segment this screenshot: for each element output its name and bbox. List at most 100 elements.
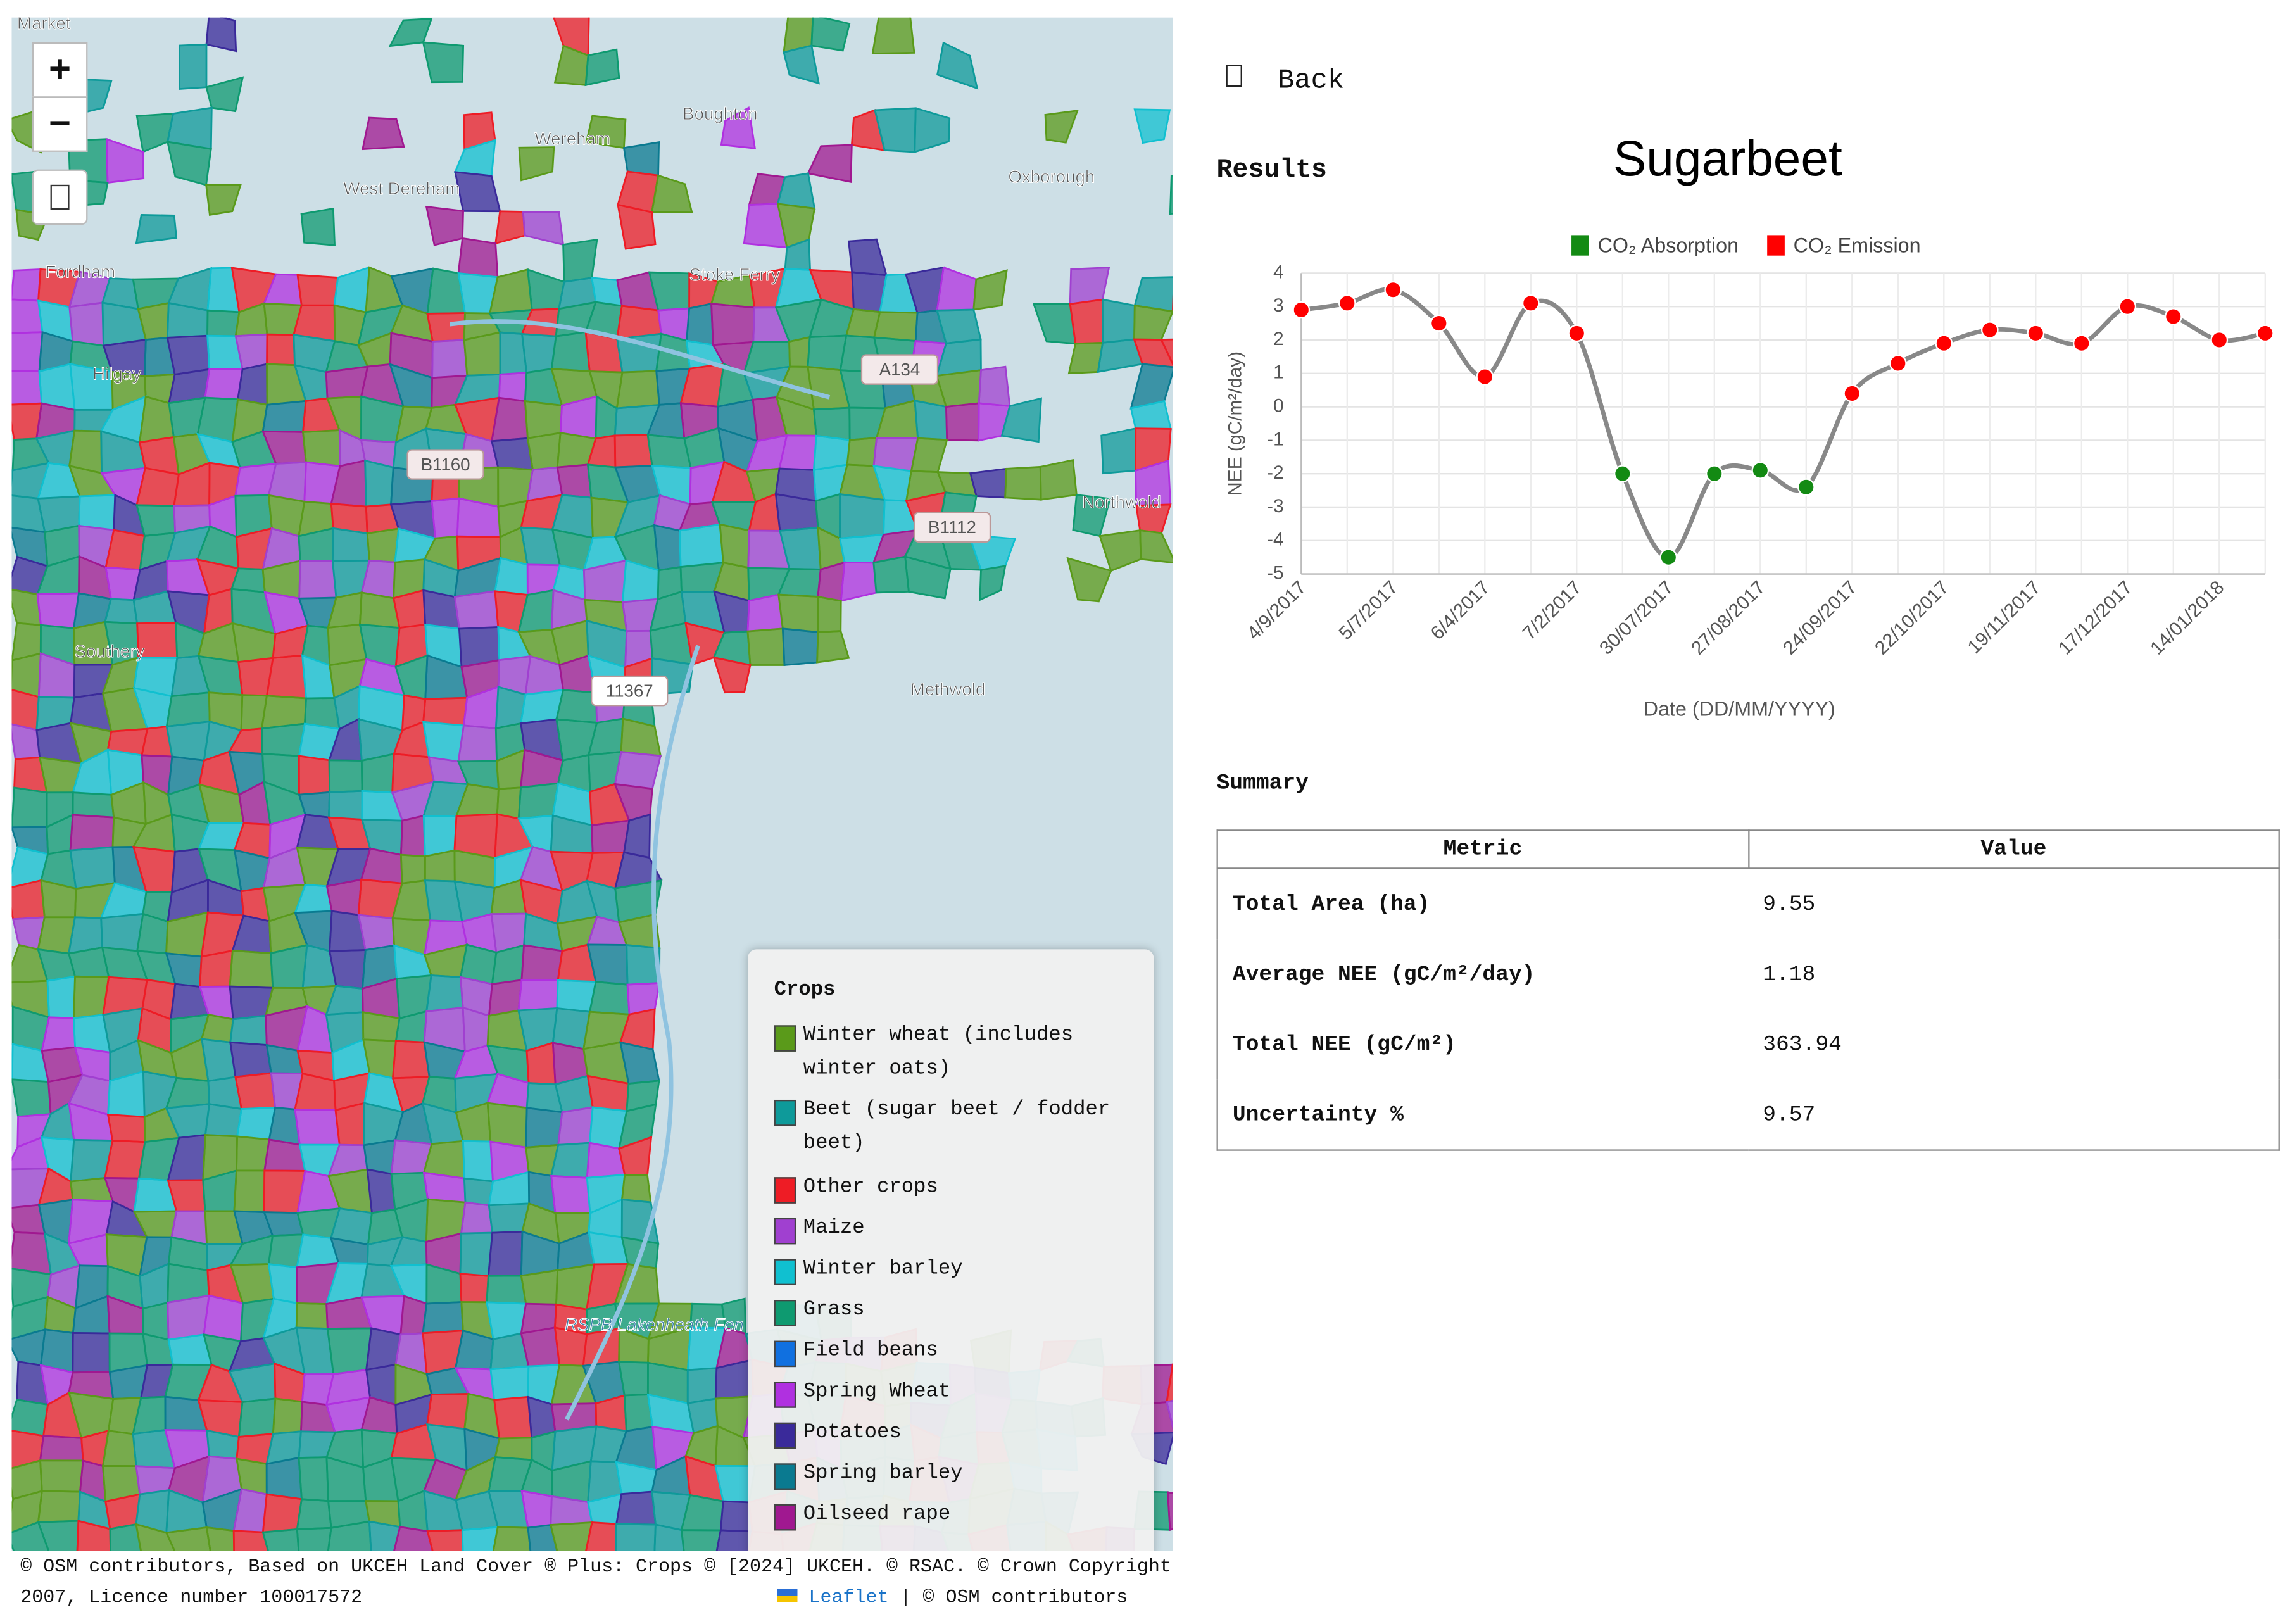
- field: [426, 312, 466, 343]
- field: [101, 1430, 137, 1467]
- field: [463, 1177, 494, 1207]
- field: [550, 1142, 591, 1179]
- nee-point: [2164, 308, 2182, 325]
- place-label: Wereham: [535, 129, 610, 148]
- nee-point: [1521, 294, 1540, 312]
- field: [486, 1275, 527, 1305]
- field: [720, 106, 757, 149]
- place-label: Boughton: [683, 104, 757, 123]
- field: [562, 238, 598, 283]
- field: [1044, 109, 1079, 144]
- legend-item: Maize: [774, 1212, 1140, 1246]
- field: [1066, 557, 1112, 603]
- y-tick-label: 0: [1273, 395, 1284, 416]
- chart: Sugarbeet -5 -4 -3 -2 -1 0 1 2 3 4 4/9/2017 5/7/201…: [1225, 130, 2274, 720]
- field: [1166, 1490, 1173, 1532]
- legend-label: Winter wheat (includes winter oats): [803, 1024, 1074, 1081]
- legend-title: Crops: [774, 978, 836, 1002]
- attribution: © OSM contributors, Based on UKCEH Land …: [11, 1551, 1182, 1613]
- y-tick-label: 2: [1273, 329, 1284, 349]
- place-label: B1160: [421, 455, 470, 474]
- legend-item: Potatoes: [774, 1417, 1140, 1451]
- place-label: Stoke Ferry: [689, 265, 780, 284]
- field: [848, 238, 888, 277]
- place-label: B1112: [928, 517, 976, 537]
- place-label: Northwold: [1082, 493, 1161, 512]
- x-tick-label: 5/7/2017: [1335, 577, 1402, 644]
- zoom-out[interactable]: −: [32, 96, 88, 152]
- field: [459, 1231, 494, 1277]
- icon: [50, 184, 70, 210]
- place-label: Oxborough: [1008, 167, 1095, 186]
- nee-point: [2118, 298, 2137, 316]
- place-label: Fordham: [46, 261, 116, 281]
- field: [325, 878, 363, 916]
- map-legend: Crops Winter wheat (includes winter oats…: [748, 949, 1154, 1560]
- field: [11, 1521, 50, 1551]
- field: [457, 237, 499, 279]
- field: [422, 721, 465, 763]
- icon-box: [1226, 65, 1242, 87]
- field: [425, 205, 464, 246]
- field: [328, 759, 363, 793]
- field: [296, 274, 339, 306]
- field: [526, 432, 562, 471]
- zoom-in[interactable]: +: [32, 42, 88, 98]
- field: [650, 174, 693, 213]
- field: [816, 630, 850, 664]
- field: [426, 1393, 470, 1430]
- nee-point: [2256, 324, 2274, 343]
- place-label: A134: [879, 360, 921, 379]
- field: [457, 724, 498, 763]
- legend-label: Oilseed rape: [803, 1502, 951, 1526]
- field: [746, 627, 786, 666]
- field: [298, 1456, 329, 1502]
- field: [422, 1171, 467, 1204]
- map[interactable]: Market Boughton Wereham West Dereham Oxborou…: [11, 17, 1173, 1551]
- field: [1129, 363, 1173, 410]
- nee-point: [1797, 478, 1815, 496]
- field: [872, 555, 910, 594]
- y-tick-label: 4: [1273, 261, 1284, 282]
- field: [234, 1072, 277, 1110]
- nee-point: [2027, 324, 2045, 343]
- field: [550, 1174, 591, 1214]
- field: [1133, 338, 1173, 368]
- field: [617, 1361, 649, 1397]
- legend-swatch: [774, 1300, 796, 1326]
- field: [498, 372, 528, 403]
- leaflet-link[interactable]: Leaflet: [808, 1586, 889, 1608]
- field: [1133, 108, 1171, 144]
- field: [788, 336, 811, 368]
- field: [331, 527, 370, 562]
- field: [872, 311, 919, 342]
- legend-label: Grass: [803, 1298, 865, 1322]
- field: [549, 1521, 593, 1551]
- field: [300, 207, 336, 246]
- flag: [777, 1589, 798, 1602]
- nee-point: [1568, 324, 1586, 343]
- field: [426, 1529, 464, 1551]
- legend-label: CO₂ Absorption: [1598, 234, 1739, 256]
- legend-item: Grass: [774, 1294, 1140, 1328]
- field: [1039, 459, 1078, 501]
- field: [557, 1106, 594, 1146]
- nee-point: [2072, 334, 2091, 353]
- field: [135, 467, 180, 507]
- field: [237, 1397, 277, 1438]
- field: [620, 1174, 652, 1204]
- table-row: Total NEE (gC/m²) 363.94: [1217, 1009, 2279, 1080]
- field: [136, 912, 169, 955]
- field: [550, 330, 591, 372]
- legend-swatch: [774, 1259, 796, 1285]
- legend-swatch: [1571, 235, 1589, 256]
- layers-button[interactable]: [32, 169, 88, 225]
- field: [517, 979, 559, 1012]
- back-label: Back: [1277, 64, 1345, 97]
- legend-swatch: [774, 1099, 796, 1126]
- back-button[interactable]: Back: [1224, 64, 1344, 96]
- field: [710, 303, 756, 346]
- table-cell: Total NEE (gC/m²): [1232, 1031, 1456, 1057]
- field: [11, 879, 46, 921]
- x-tick-label: 6/4/2017: [1427, 577, 1494, 644]
